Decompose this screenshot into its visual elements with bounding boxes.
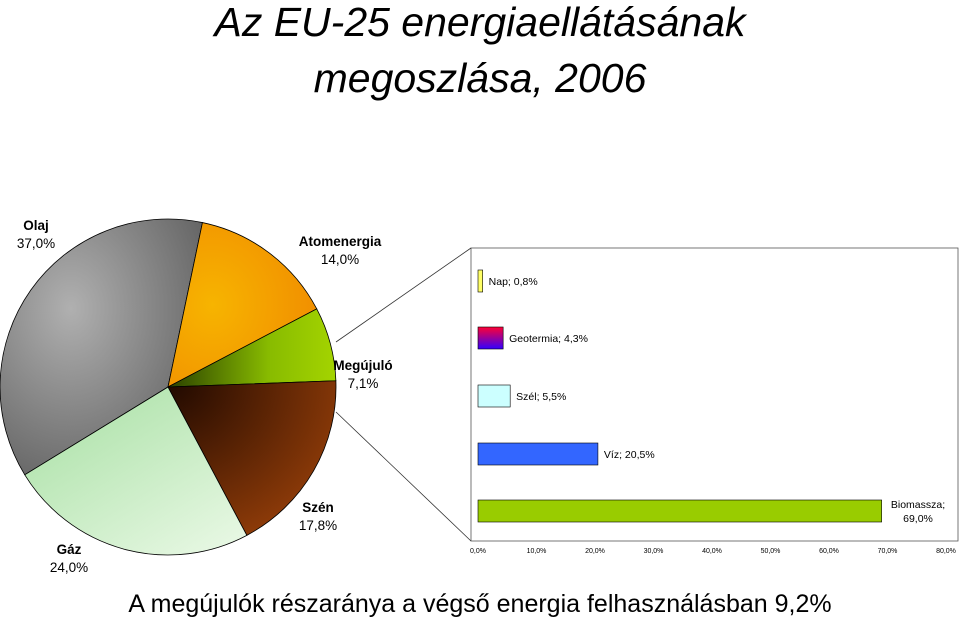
bar-geotermia bbox=[477, 326, 504, 350]
connector-line-bottom bbox=[335, 411, 472, 542]
bar-label-nap: Nap; 0,8% bbox=[489, 276, 538, 288]
bar-x-tick-label: 20,0% bbox=[585, 548, 605, 555]
pie-slice-atomenergia bbox=[167, 222, 318, 388]
bar-label-biomassza-name: Biomassza; bbox=[891, 499, 945, 511]
pie-label-atomenergia-value: 14,0% bbox=[321, 252, 359, 267]
pie-label-szen-value: 17,8% bbox=[299, 518, 337, 533]
bar-x-tick-label: 0,0% bbox=[470, 548, 486, 555]
pie-label-atomenergia-name: Atomenergia bbox=[299, 234, 382, 249]
pie-label-olaj-value: 37,0% bbox=[17, 236, 55, 251]
chart-area: Olaj 37,0% Atomenergia 14,0% Megújuló 7,1% Szé… bbox=[0, 218, 959, 575]
title-line-1: Az EU-25 energiaellátásának bbox=[214, 0, 746, 45]
bar-chart: Nap; 0,8% Geotermia; 4,3% Szél; 5,5% Víz; 2… bbox=[477, 269, 945, 525]
bar-x-axis: 0,0% 10,0% 20,0% 30,0% 40,0% 50,0% 60,0% 70,0% 8… bbox=[470, 548, 956, 555]
bar-x-tick-label: 70,0% bbox=[878, 548, 898, 555]
bar-label-szel: Szél; 5,5% bbox=[516, 391, 566, 403]
pie-label-gaz-name: Gáz bbox=[57, 542, 82, 557]
pie-label-olaj-name: Olaj bbox=[23, 218, 49, 233]
bar-x-tick-label: 60,0% bbox=[819, 548, 839, 555]
pie-label-megujulo-value: 7,1% bbox=[348, 376, 379, 391]
pie-slice-szen bbox=[167, 380, 337, 536]
bar-label-biomassza-value: 69,0% bbox=[903, 513, 933, 525]
pie-slice-olaj bbox=[0, 218, 203, 476]
bar-label-viz: Víz; 20,5% bbox=[604, 449, 655, 461]
bar-x-tick-label: 10,0% bbox=[527, 548, 547, 555]
bar-nap bbox=[477, 269, 483, 293]
pie-label-szen-name: Szén bbox=[302, 500, 334, 515]
title-line-2: megoszlása, 2006 bbox=[313, 55, 647, 101]
bar-label-geotermia: Geotermia; 4,3% bbox=[509, 333, 588, 345]
bar-x-tick-label: 40,0% bbox=[702, 548, 722, 555]
bar-x-tick-label: 80,0% bbox=[936, 548, 956, 555]
bar-x-tick-label: 50,0% bbox=[761, 548, 781, 555]
pie-slice-gaz bbox=[24, 386, 248, 556]
footer-note: A megújulók részaránya a végső energia f… bbox=[128, 590, 832, 618]
bar-biomassza bbox=[477, 499, 882, 523]
pie-labels: Olaj 37,0% Atomenergia 14,0% Megújuló 7,1% Szé… bbox=[17, 218, 393, 575]
pie-label-gaz-value: 24,0% bbox=[50, 560, 88, 575]
bar-viz bbox=[477, 442, 599, 466]
bar-chart-frame bbox=[470, 247, 959, 542]
connector-line-top bbox=[335, 247, 472, 343]
bar-szel bbox=[477, 384, 511, 408]
pie-label-megujulo-name: Megújuló bbox=[333, 358, 392, 373]
pie-chart bbox=[0, 218, 337, 556]
bar-x-tick-label: 30,0% bbox=[644, 548, 664, 555]
